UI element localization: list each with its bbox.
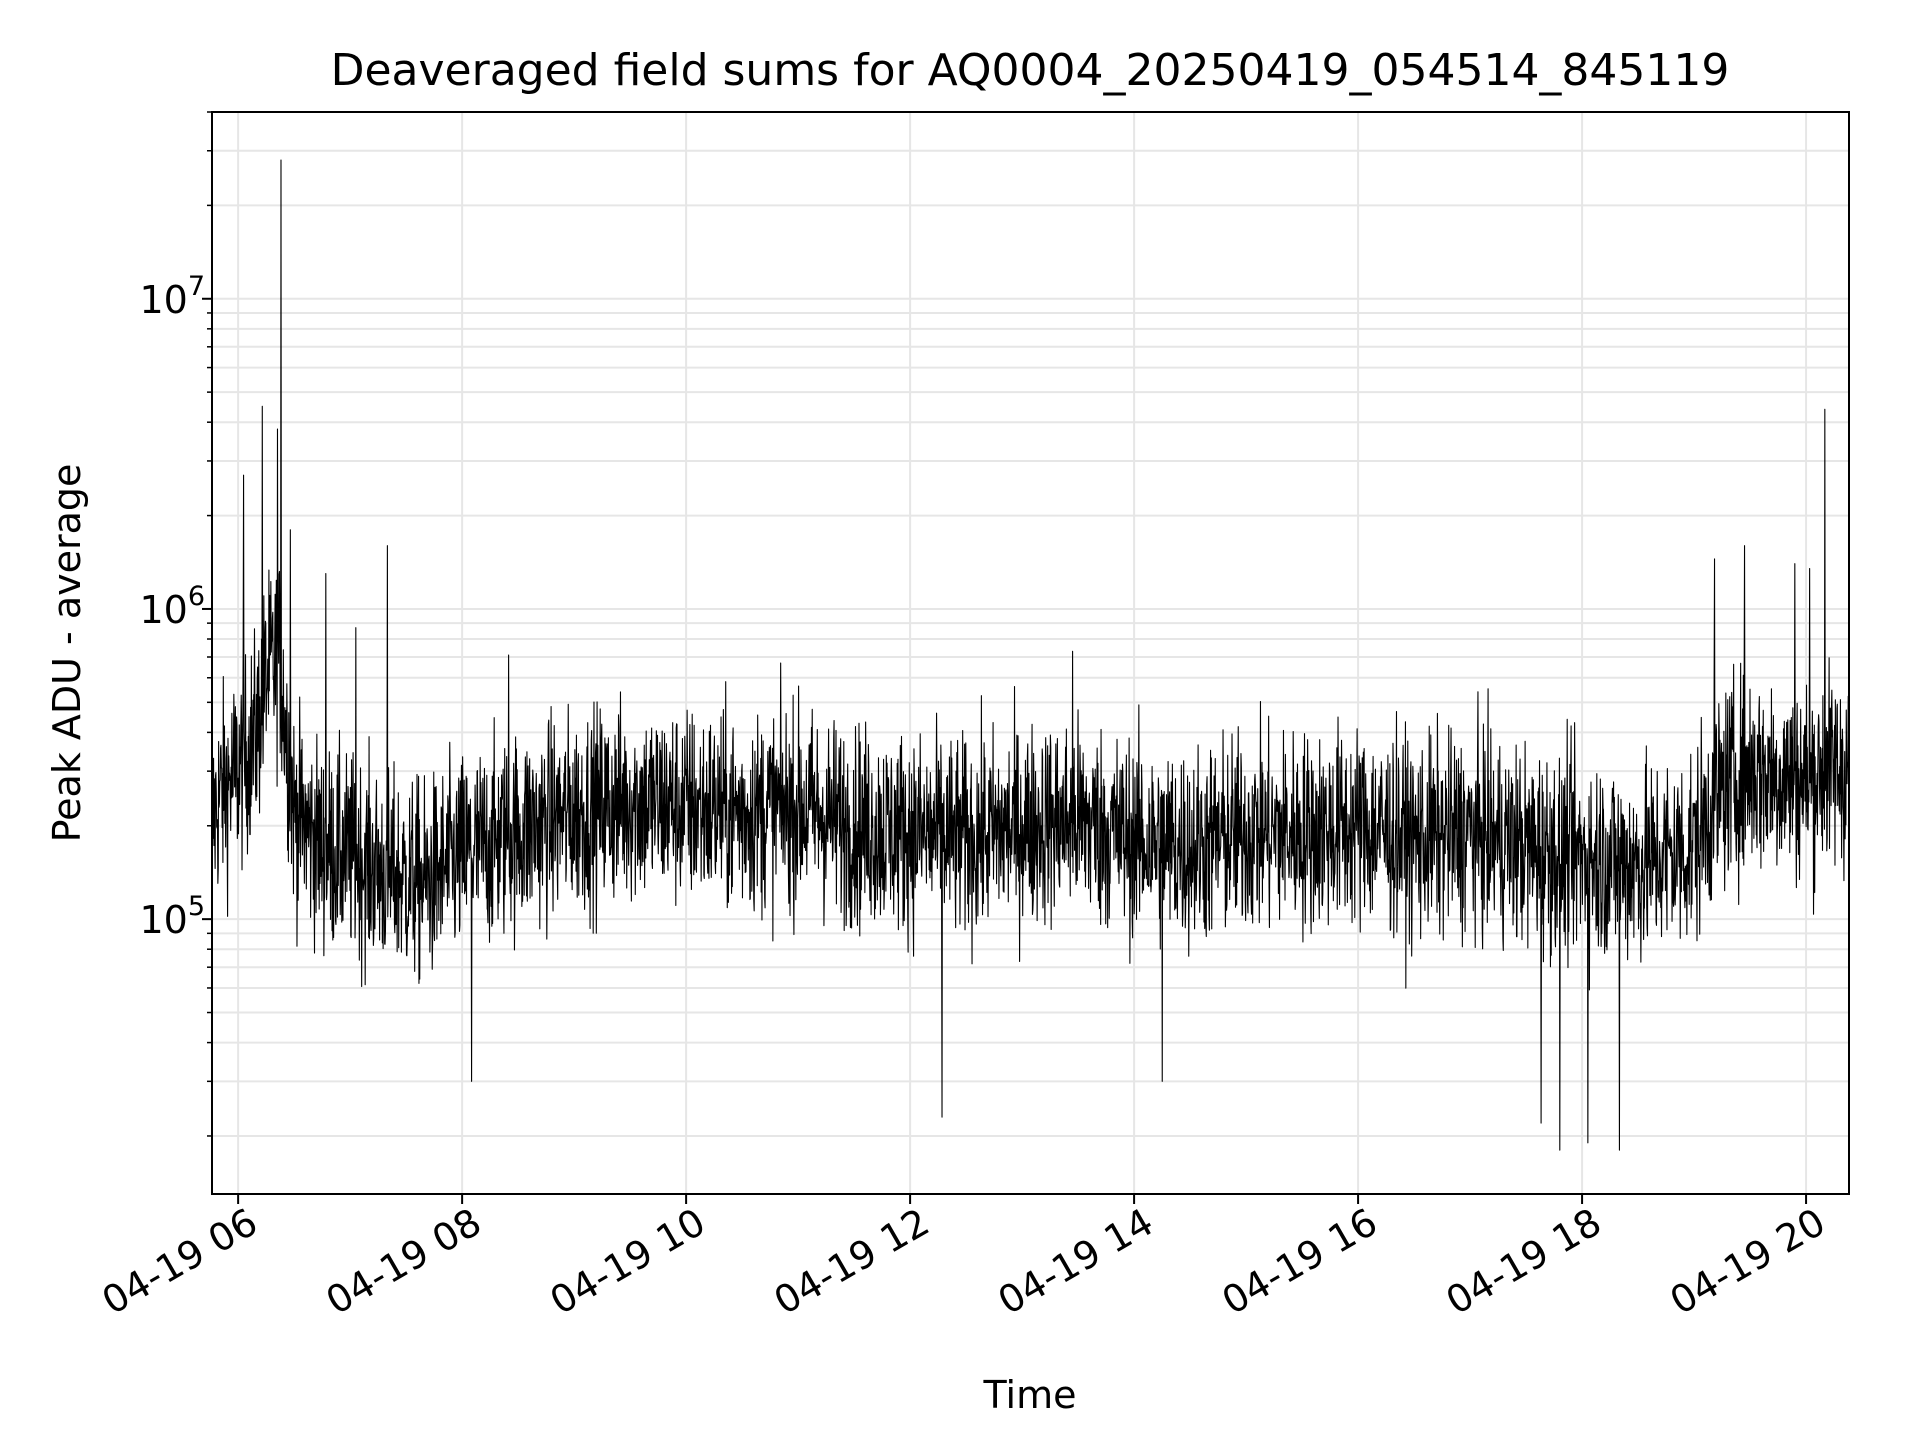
y-tick-exponent: 5	[188, 891, 205, 922]
y-tick-exponent: 6	[188, 581, 205, 612]
y-tick-base: 10	[139, 278, 187, 322]
plot-area	[211, 159, 1850, 1151]
y-tick-label: 105	[139, 891, 205, 942]
series-line	[211, 159, 1850, 1151]
grid	[212, 111, 1849, 1194]
axes-frame	[211, 111, 1850, 1195]
x-axis-label: Time	[983, 1373, 1077, 1417]
y-tick-base: 10	[139, 588, 187, 632]
y-tick-exponent: 7	[188, 271, 205, 302]
y-tick-base: 10	[139, 898, 187, 942]
y-tick-label: 107	[139, 271, 205, 322]
y-tick-label: 106	[139, 581, 205, 632]
chart-title: Deaveraged field sums for AQ0004_2025041…	[331, 45, 1730, 96]
y-axis-label: Peak ADU - average	[45, 464, 89, 843]
